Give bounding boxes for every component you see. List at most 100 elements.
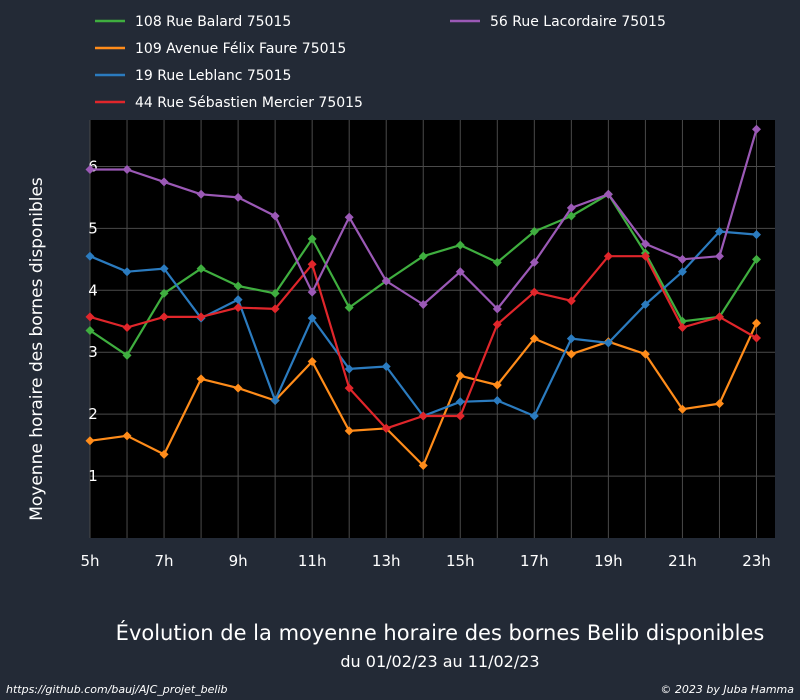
legend-item: 44 Rue Sébastien Mercier 75015 <box>95 95 363 111</box>
series-56-rue-lacordaire-75015 <box>85 124 761 314</box>
data-point <box>455 411 465 421</box>
data-point <box>418 461 428 471</box>
data-point <box>714 251 724 261</box>
x-tick-label: 21h <box>668 552 697 570</box>
data-point <box>751 230 761 240</box>
series-108-rue-balard-75015 <box>85 189 761 360</box>
data-point <box>381 276 391 286</box>
data-point <box>640 300 650 310</box>
data-point <box>307 259 317 269</box>
data-point <box>677 254 687 264</box>
data-point <box>233 192 243 202</box>
data-point <box>159 177 169 187</box>
data-point <box>85 326 95 336</box>
data-point <box>677 404 687 414</box>
data-point <box>270 304 280 314</box>
legend: 108 Rue Balard 75015 109 Avenue Félix Fau… <box>95 14 666 111</box>
series-44-rue-s-bastien-mercier-75015 <box>85 251 761 433</box>
data-point <box>751 333 761 343</box>
x-tick-label: 15h <box>446 552 475 570</box>
legend-item: 19 Rue Leblanc 75015 <box>95 68 291 84</box>
y-axis-label: Moyenne horaire des bornes disponibles <box>27 177 47 521</box>
plot-area <box>90 120 775 538</box>
data-point <box>566 334 576 344</box>
data-point <box>307 357 317 367</box>
data-point <box>344 303 354 313</box>
legend-label: 108 Rue Balard 75015 <box>135 14 291 30</box>
data-point <box>751 254 761 264</box>
chart-subtitle: du 01/02/23 au 11/02/23 <box>340 652 540 671</box>
data-point <box>196 264 206 274</box>
data-point <box>640 349 650 359</box>
data-point <box>122 350 132 360</box>
data-point <box>159 264 169 274</box>
data-point <box>159 312 169 322</box>
data-point <box>381 361 391 371</box>
data-point <box>418 411 428 421</box>
data-point <box>529 411 539 421</box>
data-point <box>159 288 169 298</box>
data-point <box>196 374 206 384</box>
data-point <box>307 234 317 244</box>
data-point <box>233 281 243 291</box>
data-point <box>418 251 428 261</box>
data-point <box>714 312 724 322</box>
y-tick-label: 5 <box>88 219 98 237</box>
data-point <box>603 251 613 261</box>
data-point <box>270 396 280 406</box>
x-tick-label: 19h <box>594 552 623 570</box>
x-tick-label: 11h <box>298 552 327 570</box>
data-point <box>640 251 650 261</box>
data-point <box>529 334 539 344</box>
data-point <box>751 124 761 134</box>
data-point <box>85 436 95 446</box>
data-point <box>566 203 576 213</box>
data-point <box>751 318 761 328</box>
x-tick-label: 13h <box>372 552 401 570</box>
data-point <box>418 300 428 310</box>
data-point <box>677 322 687 332</box>
y-tick-label: 2 <box>88 405 98 423</box>
chart-title: Évolution de la moyenne horaire des born… <box>115 621 765 645</box>
credit-text: © 2023 by Juba Hamma <box>660 683 794 696</box>
x-tick-label: 9h <box>229 552 248 570</box>
data-point <box>270 211 280 221</box>
source-link[interactable]: https://github.com/bauj/AJC_projet_belib <box>6 683 228 696</box>
x-axis-ticks: 5h 7h 9h 11h 13h 15h 17h 19h 21h 23h <box>80 552 770 570</box>
data-point <box>307 287 317 297</box>
data-point <box>529 287 539 297</box>
y-tick-label: 3 <box>88 343 98 361</box>
data-point <box>714 399 724 409</box>
data-point <box>455 267 465 277</box>
data-point <box>122 431 132 441</box>
legend-item: 56 Rue Lacordaire 75015 <box>450 14 666 30</box>
data-point <box>196 189 206 199</box>
y-tick-label: 1 <box>88 467 98 485</box>
data-point <box>270 288 280 298</box>
data-point <box>85 165 95 175</box>
data-point <box>603 189 613 199</box>
data-point <box>714 226 724 236</box>
data-point <box>529 257 539 267</box>
data-point <box>122 165 132 175</box>
legend-label: 109 Avenue Félix Faure 75015 <box>135 41 346 57</box>
y-axis-ticks: 1 2 3 4 5 6 <box>88 157 98 485</box>
data-point <box>344 426 354 436</box>
data-point <box>455 397 465 407</box>
data-point <box>196 312 206 322</box>
legend-item: 109 Avenue Félix Faure 75015 <box>95 41 346 57</box>
data-point <box>529 226 539 236</box>
data-point <box>85 251 95 261</box>
data-point <box>455 371 465 381</box>
data-point <box>492 380 502 390</box>
legend-label: 44 Rue Sébastien Mercier 75015 <box>135 95 363 111</box>
x-tick-label: 17h <box>520 552 549 570</box>
data-point <box>677 267 687 277</box>
data-point <box>233 383 243 393</box>
data-point <box>455 240 465 250</box>
data-point <box>492 304 502 314</box>
data-point <box>566 349 576 359</box>
legend-item: 108 Rue Balard 75015 <box>95 14 291 30</box>
data-point <box>307 313 317 323</box>
